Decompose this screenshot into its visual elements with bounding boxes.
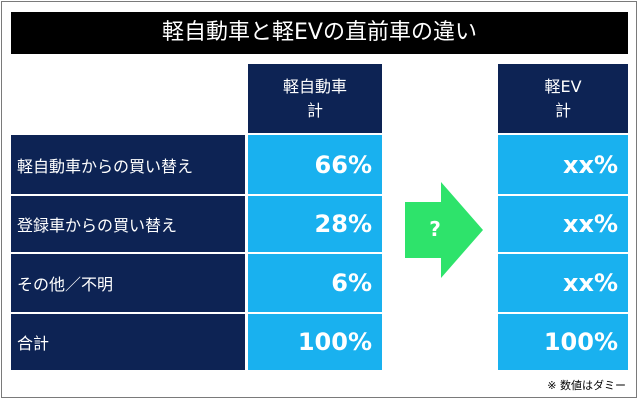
cell-kei-replacement-kei-ev: xx% xyxy=(498,135,628,194)
cell-total-kei-car: 100% xyxy=(248,314,382,370)
arrow-question-label: ? xyxy=(429,217,441,241)
cell-registered-replacement-kei-ev: xx% xyxy=(498,196,628,252)
column-header-kei-car-line1: 軽自動車 xyxy=(282,76,347,96)
cell-other-unknown-kei-car: 6% xyxy=(248,254,382,312)
row-label-total: 合計 xyxy=(11,314,245,370)
arrow-right-icon xyxy=(405,182,483,278)
row-label-kei-replacement: 軽自動車からの買い替え xyxy=(11,135,245,194)
column-header-kei-ev-line1: 軽EV xyxy=(544,76,582,96)
column-header-kei-ev-line2: 計 xyxy=(554,100,571,120)
cell-registered-replacement-kei-car: 28% xyxy=(248,196,382,252)
cell-kei-replacement-kei-car: 66% xyxy=(248,135,382,194)
column-header-kei-ev: 軽EV 計 xyxy=(498,64,628,133)
slide-title: 軽自動車と軽EVの直前車の違い xyxy=(11,12,628,54)
cell-total-kei-ev: 100% xyxy=(498,314,628,370)
cell-other-unknown-kei-ev: xx% xyxy=(498,254,628,312)
column-header-kei-car-line2: 計 xyxy=(306,100,323,120)
column-header-kei-car: 軽自動車 計 xyxy=(248,64,382,133)
row-label-registered-replacement: 登録車からの買い替え xyxy=(11,196,245,252)
footnote: ※ 数値はダミー xyxy=(547,379,626,392)
row-label-other-unknown: その他／不明 xyxy=(11,254,245,312)
